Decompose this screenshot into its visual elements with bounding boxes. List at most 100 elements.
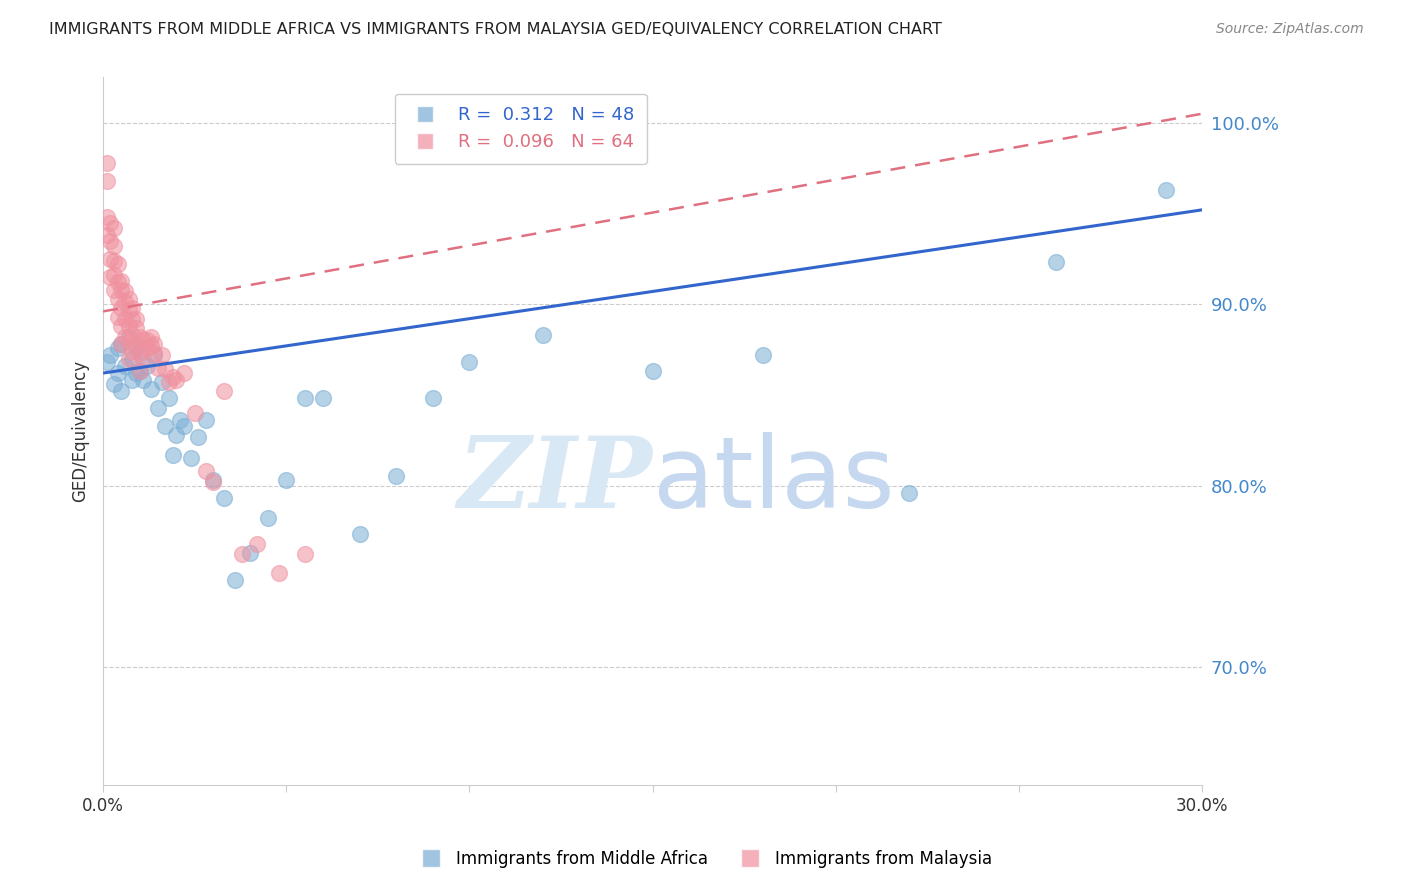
Point xyxy=(128,346,150,360)
Point xyxy=(103,253,125,268)
Point xyxy=(212,384,235,399)
Point xyxy=(150,348,173,362)
Point xyxy=(114,295,136,310)
Point xyxy=(96,155,118,169)
Point xyxy=(157,392,180,406)
Point xyxy=(212,491,235,506)
Point xyxy=(312,392,335,406)
Point xyxy=(107,366,129,380)
Point xyxy=(125,337,148,351)
Point xyxy=(139,339,162,353)
Point xyxy=(121,328,143,343)
Point xyxy=(155,418,177,433)
Point xyxy=(96,174,118,188)
Point xyxy=(100,252,122,266)
Text: IMMIGRANTS FROM MIDDLE AFRICA VS IMMIGRANTS FROM MALAYSIA GED/EQUIVALENCY CORREL: IMMIGRANTS FROM MIDDLE AFRICA VS IMMIGRA… xyxy=(49,22,942,37)
Point xyxy=(187,429,209,443)
Point xyxy=(136,341,159,355)
Point xyxy=(121,311,143,326)
Point xyxy=(1154,183,1177,197)
Point xyxy=(100,348,122,362)
Point xyxy=(125,341,148,355)
Point xyxy=(110,274,132,288)
Point xyxy=(118,330,141,344)
Point xyxy=(183,406,205,420)
Point xyxy=(103,221,125,235)
Point xyxy=(531,328,554,343)
Point xyxy=(125,320,148,334)
Point xyxy=(103,376,125,391)
Point xyxy=(139,383,162,397)
Point xyxy=(132,334,155,348)
Point xyxy=(125,366,148,380)
Legend: R =  0.312   N = 48, R =  0.096   N = 64: R = 0.312 N = 48, R = 0.096 N = 64 xyxy=(395,94,647,164)
Point xyxy=(180,451,202,466)
Point xyxy=(100,269,122,284)
Point xyxy=(107,292,129,306)
Point xyxy=(132,373,155,387)
Point xyxy=(107,257,129,271)
Point xyxy=(146,401,169,415)
Point xyxy=(157,375,180,389)
Point xyxy=(202,475,225,489)
Point xyxy=(100,234,122,248)
Point xyxy=(107,310,129,324)
Point xyxy=(257,511,280,525)
Point xyxy=(169,413,191,427)
Point xyxy=(641,364,664,378)
Text: atlas: atlas xyxy=(652,432,894,529)
Point xyxy=(276,473,298,487)
Point xyxy=(194,464,217,478)
Point xyxy=(194,413,217,427)
Point xyxy=(146,360,169,375)
Point xyxy=(128,344,150,359)
Point xyxy=(751,348,773,362)
Point xyxy=(162,369,184,384)
Point xyxy=(107,276,129,290)
Point xyxy=(162,448,184,462)
Point xyxy=(458,355,481,369)
Point xyxy=(173,366,195,380)
Point xyxy=(224,573,246,587)
Point xyxy=(121,373,143,387)
Point xyxy=(385,469,408,483)
Text: Source: ZipAtlas.com: Source: ZipAtlas.com xyxy=(1216,22,1364,37)
Point xyxy=(136,334,159,348)
Point xyxy=(246,536,269,550)
Point xyxy=(96,228,118,243)
Point xyxy=(294,548,316,562)
Point xyxy=(114,359,136,373)
Point xyxy=(239,546,262,560)
Point xyxy=(294,392,316,406)
Point xyxy=(118,351,141,366)
Point xyxy=(150,375,173,389)
Point xyxy=(128,330,150,344)
Point xyxy=(136,359,159,373)
Point xyxy=(114,330,136,344)
Point xyxy=(121,351,143,366)
Point xyxy=(165,427,187,442)
Point xyxy=(125,311,148,326)
Point xyxy=(128,364,150,378)
Point xyxy=(118,292,141,306)
Point xyxy=(121,344,143,359)
Point xyxy=(349,527,371,541)
Point xyxy=(96,355,118,369)
Point xyxy=(267,566,290,580)
Point xyxy=(143,348,166,362)
Point xyxy=(139,330,162,344)
Y-axis label: GED/Equivalency: GED/Equivalency xyxy=(72,360,89,502)
Point xyxy=(100,215,122,229)
Point xyxy=(898,485,921,500)
Legend: Immigrants from Middle Africa, Immigrants from Malaysia: Immigrants from Middle Africa, Immigrant… xyxy=(408,844,998,875)
Point xyxy=(110,283,132,297)
Point xyxy=(155,362,177,376)
Point xyxy=(107,341,129,355)
Point xyxy=(118,318,141,333)
Point xyxy=(110,318,132,333)
Point xyxy=(128,364,150,378)
Point xyxy=(110,384,132,399)
Point xyxy=(118,335,141,350)
Text: ZIP: ZIP xyxy=(458,433,652,529)
Point xyxy=(231,548,253,562)
